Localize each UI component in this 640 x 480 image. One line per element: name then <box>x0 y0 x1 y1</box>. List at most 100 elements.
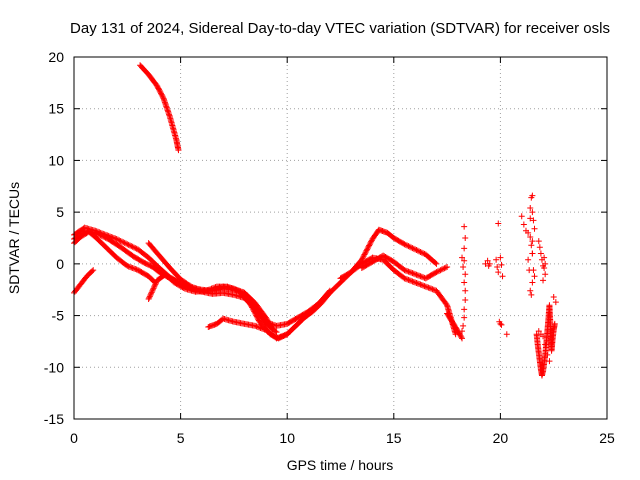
data-point <box>418 282 425 289</box>
data-point <box>272 328 279 335</box>
data-point <box>106 233 113 240</box>
x-tick-label: 20 <box>493 430 509 446</box>
data-point <box>409 245 416 252</box>
data-point <box>438 266 445 273</box>
data-point <box>413 247 420 254</box>
data-point <box>280 332 287 339</box>
data-point <box>266 320 273 327</box>
data-point <box>410 245 417 252</box>
data-point <box>124 262 131 269</box>
data-point <box>325 288 332 295</box>
data-point <box>276 334 283 341</box>
data-point <box>362 248 369 255</box>
data-point <box>401 267 408 274</box>
data-point <box>503 331 510 338</box>
data-point <box>414 272 421 279</box>
data-point <box>114 236 121 243</box>
data-point <box>527 233 534 240</box>
data-point <box>262 318 269 325</box>
data-point <box>416 281 423 288</box>
data-point <box>367 239 374 246</box>
data-point <box>499 273 506 280</box>
data-point <box>361 251 368 258</box>
data-point <box>233 286 240 293</box>
data-point <box>270 321 277 328</box>
data-point <box>430 286 437 293</box>
data-point <box>89 268 96 275</box>
data-point <box>363 247 370 254</box>
data-point <box>409 270 416 277</box>
data-point <box>401 275 408 282</box>
data-point <box>401 241 408 248</box>
data-point <box>459 254 466 261</box>
data-point <box>542 341 549 348</box>
data-point <box>257 324 264 331</box>
data-point <box>436 267 443 274</box>
y-tick-label: 20 <box>48 49 64 65</box>
data-point <box>193 285 200 292</box>
data-point <box>105 232 112 239</box>
data-point <box>252 311 259 318</box>
data-point <box>486 260 493 267</box>
data-point <box>529 238 536 245</box>
data-point <box>213 286 220 293</box>
data-point <box>237 288 244 295</box>
data-point <box>433 260 440 267</box>
data-point <box>529 209 536 216</box>
data-point <box>402 241 409 248</box>
y-tick-label: 0 <box>56 256 64 272</box>
data-point <box>444 263 451 270</box>
data-point <box>150 285 157 292</box>
y-tick-label: 15 <box>48 101 64 117</box>
data-point <box>550 293 557 300</box>
data-point <box>493 256 500 263</box>
data-point <box>461 245 468 252</box>
data-point <box>92 227 99 234</box>
axis-ticks: 0 5 10 15 20 25 -15 -10 -5 0 5 10 15 20 <box>44 49 615 446</box>
data-point <box>128 264 135 271</box>
data-point <box>100 230 107 237</box>
data-point <box>405 243 412 250</box>
data-point <box>96 229 103 236</box>
data-point <box>277 333 284 340</box>
data-point <box>458 334 465 341</box>
data-point <box>230 285 237 292</box>
data-point <box>362 250 369 257</box>
data-point <box>529 192 536 199</box>
data-point <box>234 287 241 294</box>
data-point <box>460 322 467 329</box>
data-point <box>432 259 439 266</box>
data-point <box>252 322 259 329</box>
data-point <box>406 269 413 276</box>
data-point <box>128 243 135 250</box>
data-point <box>326 287 333 294</box>
x-tick-label: 15 <box>386 430 402 446</box>
data-point <box>541 264 548 271</box>
data-point <box>238 288 245 295</box>
data-point <box>525 229 532 236</box>
data-point <box>360 254 367 261</box>
data-point <box>122 240 129 247</box>
data-point <box>428 285 435 292</box>
x-tick-label: 0 <box>70 430 78 446</box>
data-point <box>94 228 101 235</box>
data-point <box>146 294 153 301</box>
data-point <box>461 306 468 313</box>
data-point <box>197 287 204 294</box>
data-point <box>405 276 412 283</box>
data-point <box>541 254 548 261</box>
data-point <box>121 239 128 246</box>
data-point <box>214 285 221 292</box>
data-point <box>412 279 419 286</box>
data-point <box>273 329 280 336</box>
data-point <box>112 235 119 242</box>
data-point <box>108 233 115 240</box>
data-point <box>101 231 108 238</box>
x-tick-label: 25 <box>599 430 615 446</box>
data-point <box>253 323 260 330</box>
data-point <box>542 271 549 278</box>
y-tick-label: -15 <box>44 411 64 427</box>
data-point <box>527 215 534 222</box>
data-point <box>461 279 468 286</box>
data-point <box>217 284 224 291</box>
